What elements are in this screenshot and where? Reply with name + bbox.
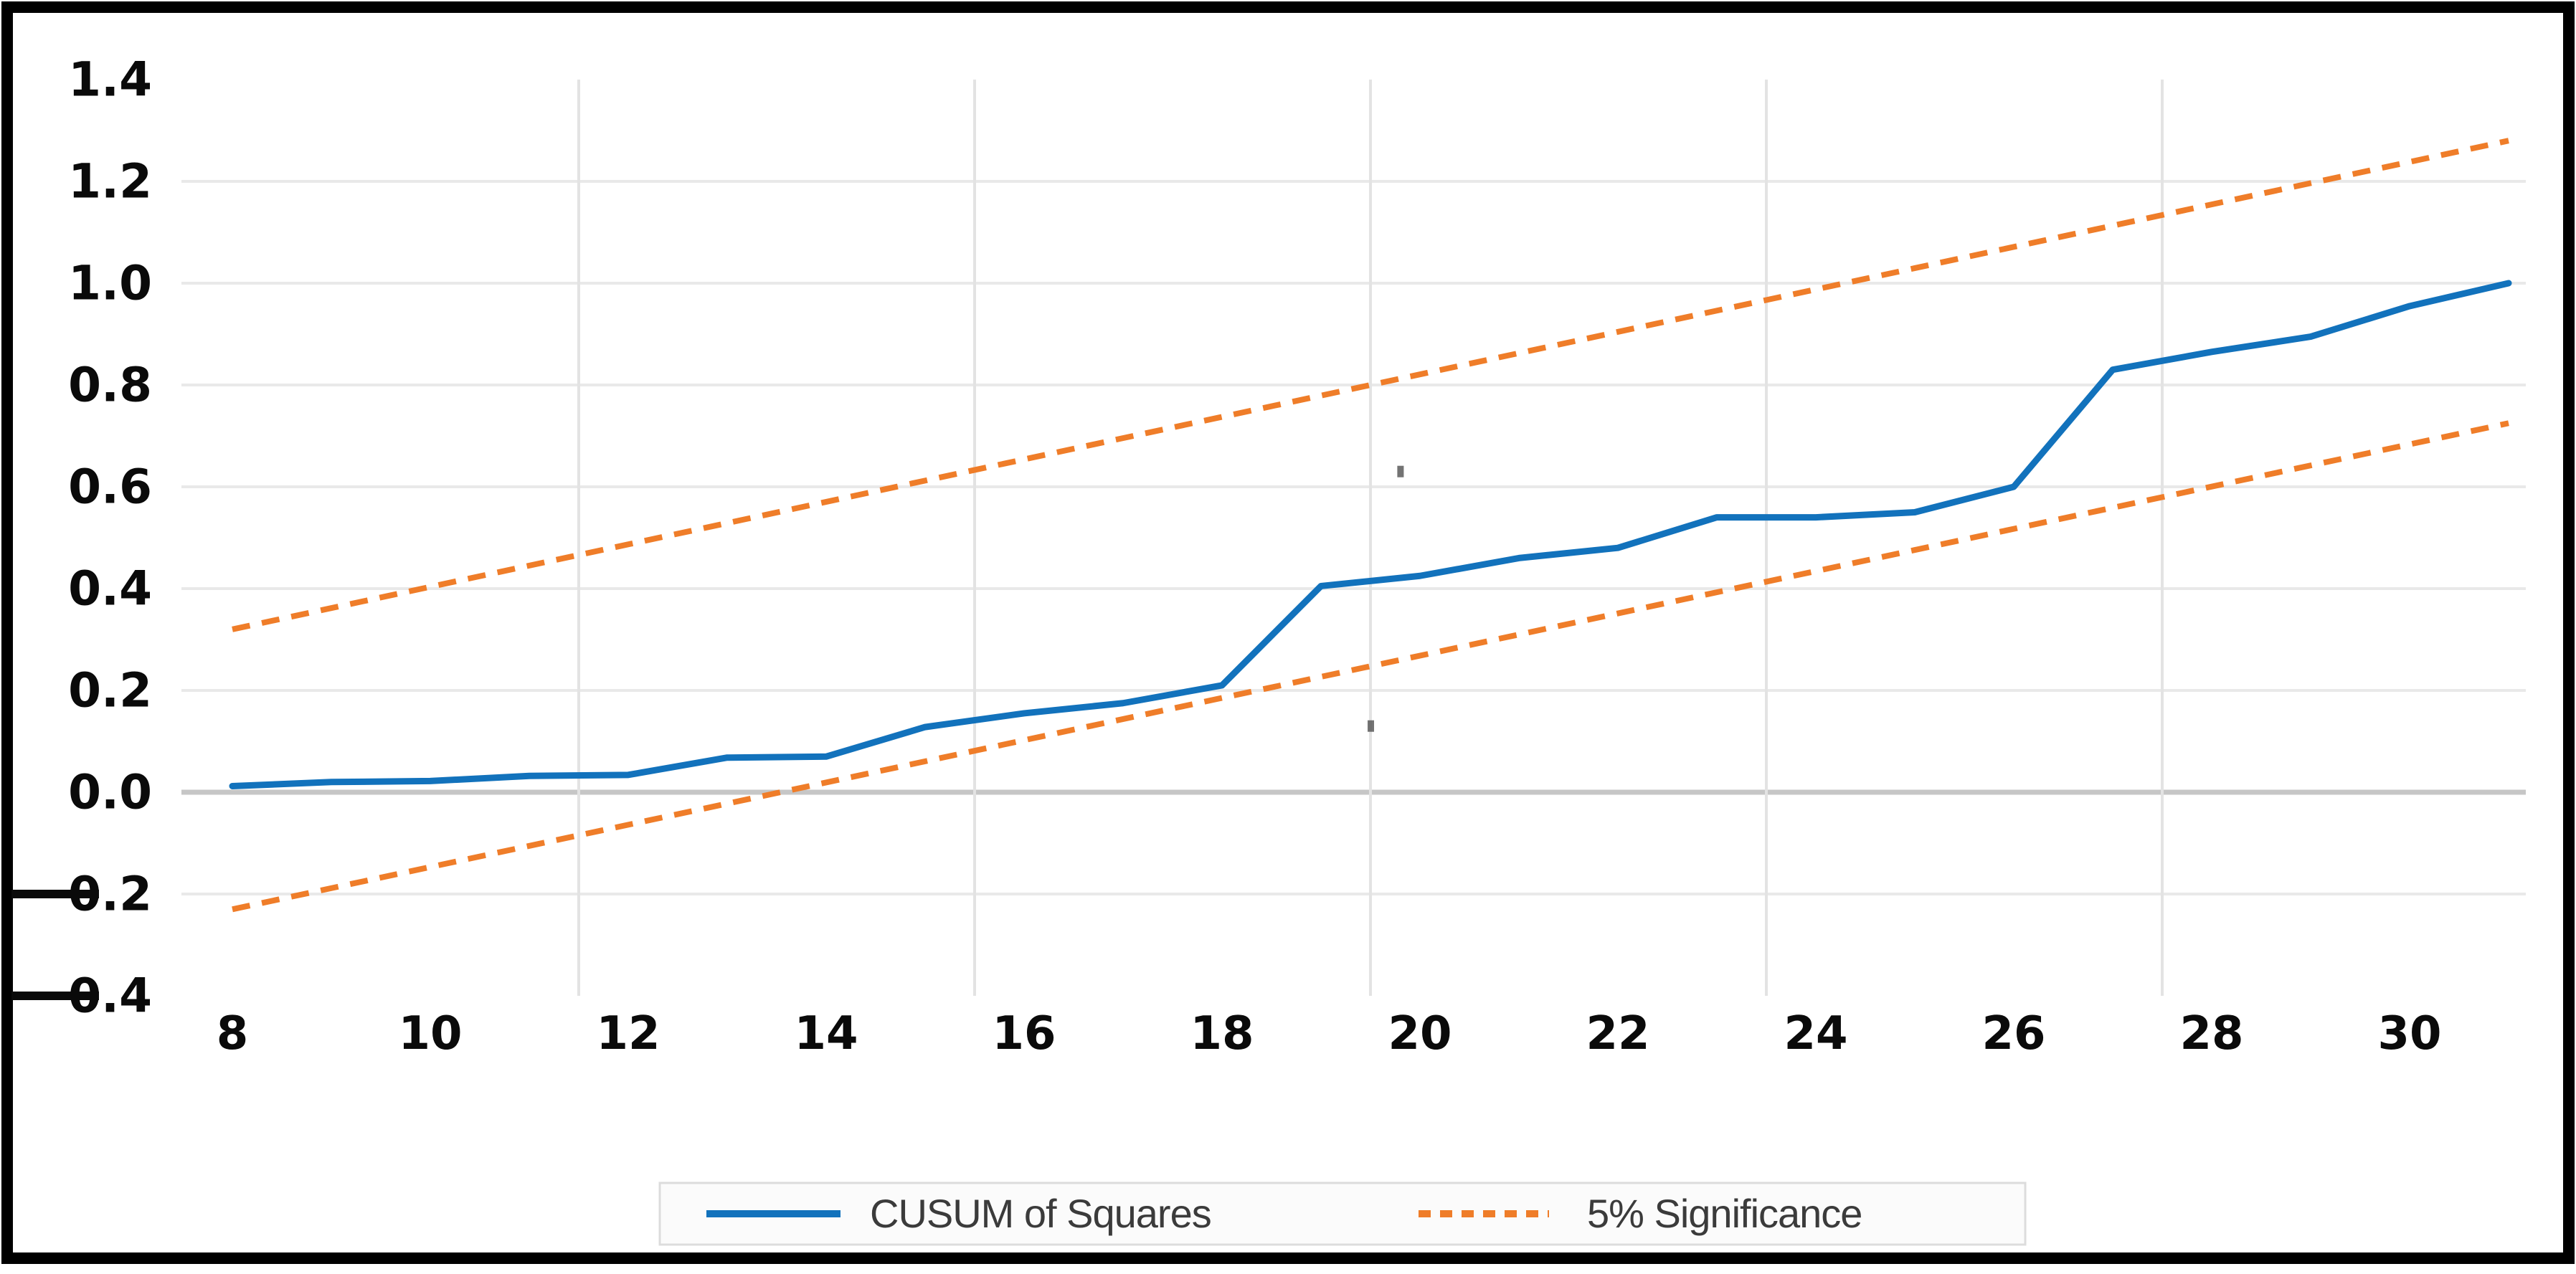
x-tick-label: 22 [1586, 1007, 1649, 1060]
legend-label-cusum: CUSUM of Squares [870, 1191, 1211, 1236]
x-tick-label: 8 [217, 1007, 249, 1060]
y-axis-labels: 1.41.21.00.80.60.40.20.00.20.4 [11, 52, 152, 1024]
cusum-of-squares-line [229, 280, 2512, 789]
x-tick-label: 26 [1981, 1007, 2045, 1060]
y-tick-label: 0.4 [68, 561, 152, 617]
x-axis-labels: 8 10 12 14 16 18 20 22 24 26 28 30 [217, 1007, 2442, 1060]
x-tick-label: 24 [1784, 1007, 1847, 1060]
vertical-gridlines [577, 80, 2164, 996]
x-tick-label: 12 [596, 1007, 660, 1060]
y-tick-label: 1.0 [68, 256, 152, 311]
y-tick-label: 1.2 [68, 154, 152, 209]
x-tick-label: 14 [794, 1007, 858, 1060]
y-tick-label: 0.0 [68, 765, 152, 820]
y-tick-label: 1.4 [68, 52, 152, 108]
legend-label-significance: 5% Significance [1587, 1191, 1862, 1236]
significance-upper-line [232, 138, 2509, 632]
stray-marks [1368, 465, 1404, 732]
stray-dot [1397, 465, 1404, 477]
y-tick-label: 0.2 [68, 663, 152, 718]
stray-dot [1368, 720, 1374, 732]
x-tick-label: 28 [2179, 1007, 2243, 1060]
legend: CUSUM of Squares 5% Significance [658, 1182, 2027, 1246]
series-lines [229, 138, 2512, 913]
x-tick-label: 20 [1388, 1007, 1452, 1060]
x-tick-label: 18 [1190, 1007, 1254, 1060]
x-tick-label: 30 [2377, 1007, 2441, 1060]
horizontal-gridlines [181, 180, 2526, 895]
significance-lower-line [232, 420, 2509, 913]
legend-box [658, 1182, 2027, 1246]
y-tick-label: 0.8 [68, 358, 152, 413]
x-tick-label: 10 [398, 1007, 462, 1060]
y-tick-label: 0.6 [68, 460, 152, 515]
x-tick-label: 16 [992, 1007, 1056, 1060]
